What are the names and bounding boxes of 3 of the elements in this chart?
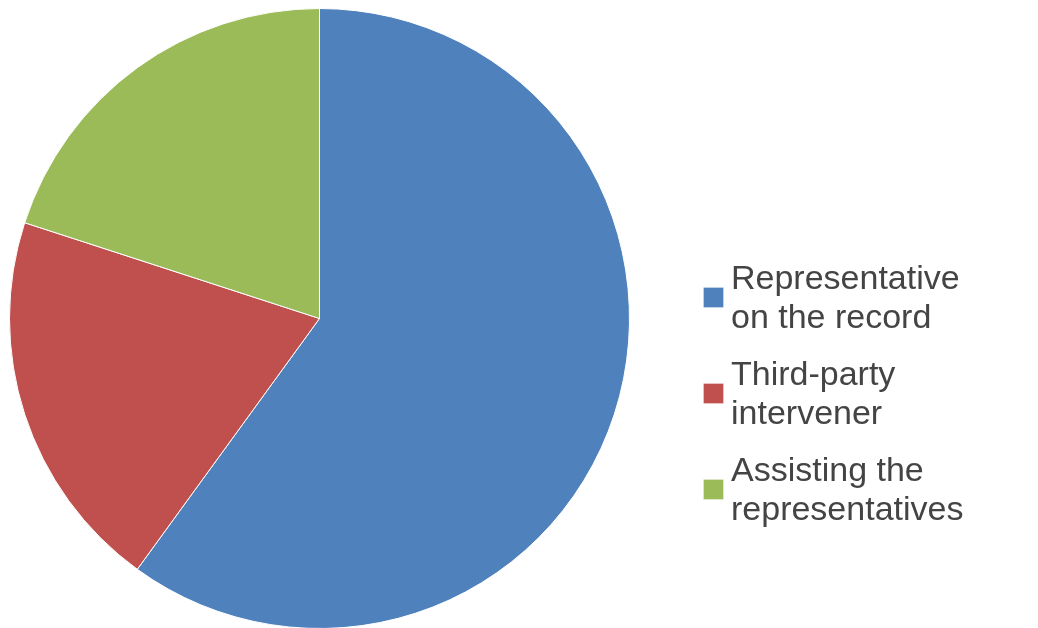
- legend-label: Representative on the record: [731, 258, 960, 336]
- legend-label: Third-party intervener: [731, 354, 896, 432]
- legend-label: Assisting the representatives: [731, 450, 964, 528]
